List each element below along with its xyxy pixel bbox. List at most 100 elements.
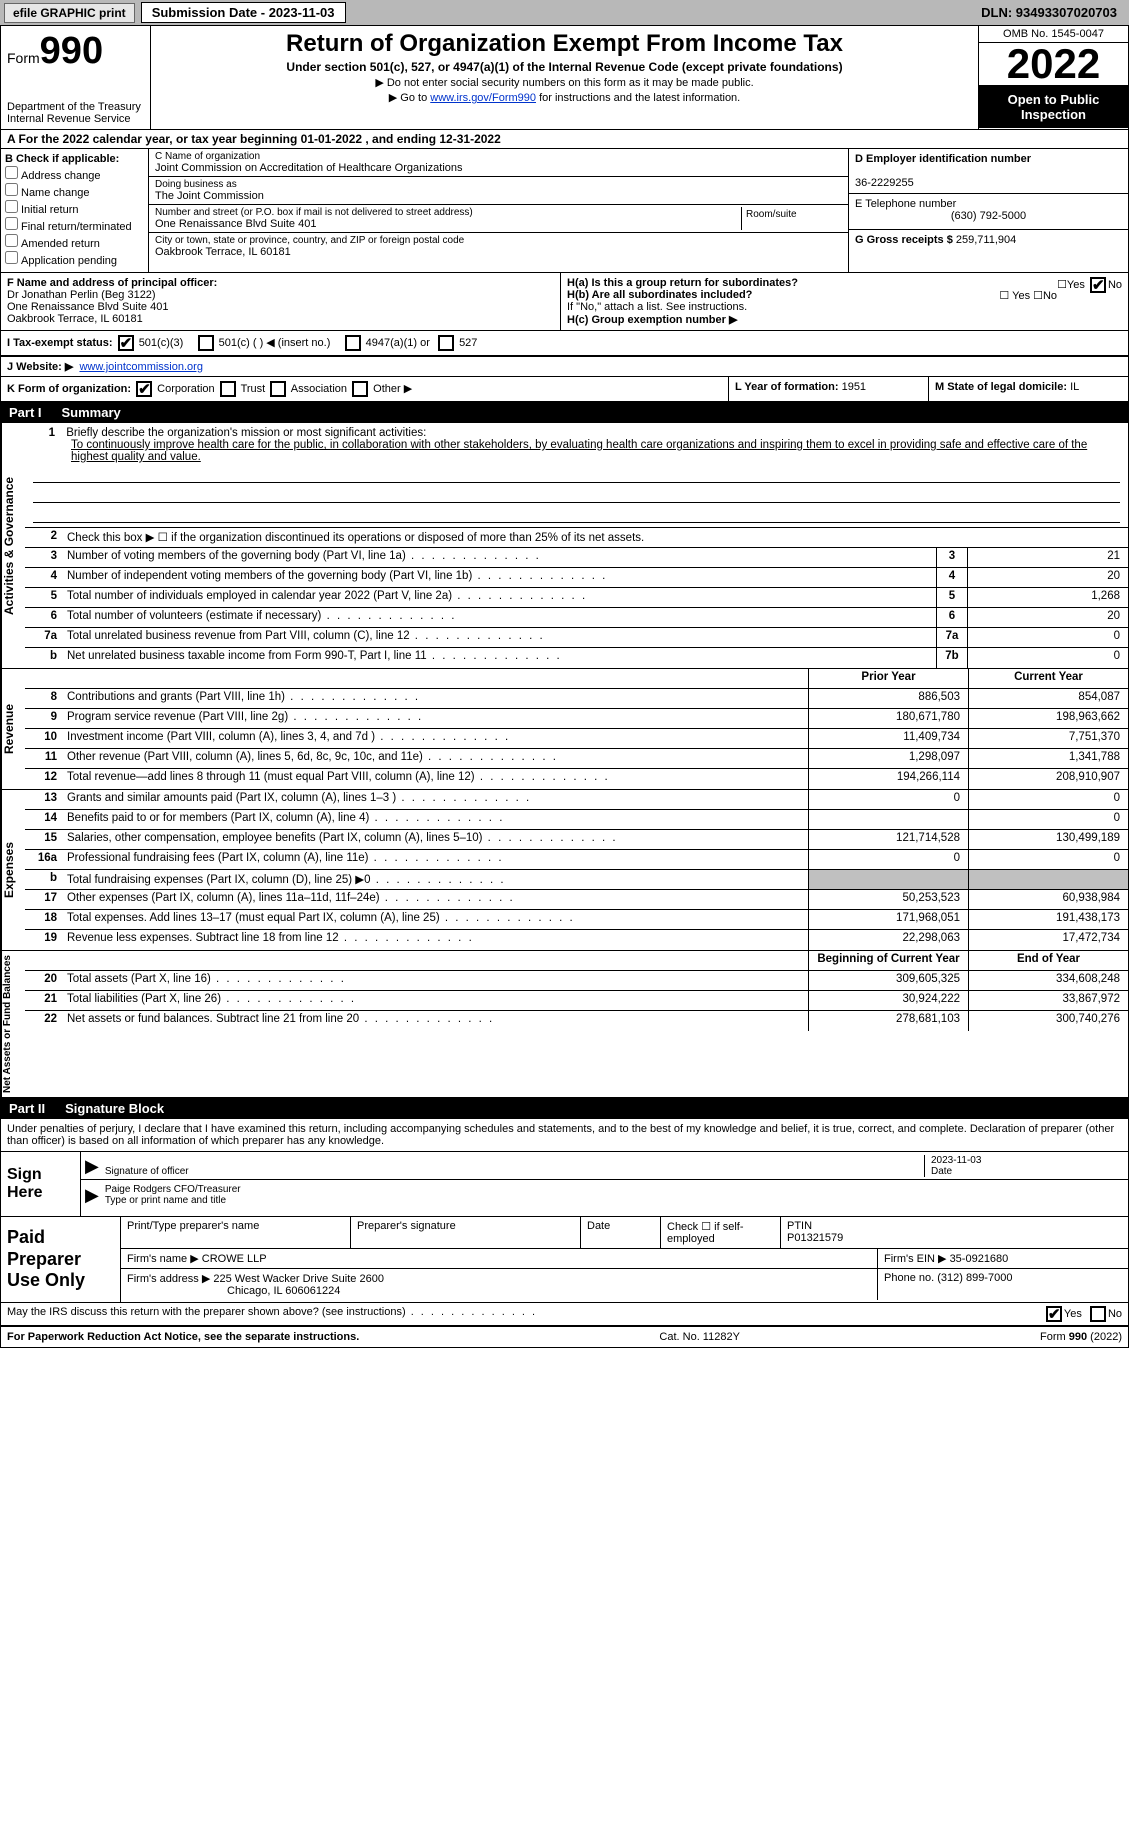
irs-link[interactable]: www.irs.gov/Form990 (430, 92, 536, 104)
4947-checkbox[interactable] (345, 335, 361, 351)
expenses-section: Expenses 13 Grants and similar amounts p… (1, 790, 1128, 951)
section-m: M State of legal domicile: IL (928, 377, 1128, 401)
header-left: Form990 Department of the Treasury Inter… (1, 26, 151, 129)
form-footer: For Paperwork Reduction Act Notice, see … (1, 1327, 1128, 1347)
section-i-j: I Tax-exempt status: 501(c)(3) 501(c) ( … (1, 331, 1128, 357)
ptin: P01321579 (787, 1232, 843, 1244)
rev-row-11: 11 Other revenue (Part VIII, column (A),… (25, 749, 1128, 769)
501c-checkbox[interactable] (198, 335, 214, 351)
na-row-22: 22 Net assets or fund balances. Subtract… (25, 1011, 1128, 1031)
signature-declaration: Under penalties of perjury, I declare th… (1, 1119, 1128, 1152)
efile-print-button[interactable]: efile GRAPHIC print (4, 3, 135, 23)
discuss-no-checkbox[interactable] (1090, 1306, 1106, 1322)
gov-row-6: 6 Total number of volunteers (estimate i… (25, 608, 1128, 628)
exp-row-17: 17 Other expenses (Part IX, column (A), … (25, 890, 1128, 910)
chk-initial-return[interactable]: Initial return (5, 200, 144, 216)
dln: DLN: 93493307020703 (981, 5, 1125, 20)
sidebar-revenue: Revenue (1, 669, 25, 789)
submission-date: Submission Date - 2023-11-03 (141, 2, 346, 23)
gross-receipts: 259,711,904 (956, 234, 1016, 246)
phone-box: E Telephone number (630) 792-5000 (849, 194, 1128, 230)
paid-preparer-label: Paid Preparer Use Only (1, 1217, 121, 1302)
ssn-note: ▶ Do not enter social security numbers o… (157, 76, 972, 89)
instructions-note: ▶ Go to www.irs.gov/Form990 for instruct… (157, 91, 972, 104)
sig-date: 2023-11-03 (931, 1155, 1124, 1166)
h-a: H(a) Is this a group return for subordin… (567, 277, 1122, 289)
topbar: efile GRAPHIC print Submission Date - 20… (0, 0, 1129, 25)
phone-value: (630) 792-5000 (855, 210, 1122, 222)
sidebar-expenses: Expenses (1, 790, 25, 950)
sect-b-label: B Check if applicable: (5, 153, 119, 165)
form-number: Form990 (7, 30, 144, 73)
section-b-c-d-e: B Check if applicable: Address change Na… (1, 149, 1128, 273)
na-header: Beginning of Current Year End of Year (25, 951, 1128, 971)
city-state-zip: Oakbrook Terrace, IL 60181 (155, 246, 842, 258)
street-box: Number and street (or P.O. box if mail i… (149, 205, 848, 233)
chk-application-pending[interactable]: Application pending (5, 251, 144, 267)
header-right: OMB No. 1545-0047 2022 Open to Public In… (978, 26, 1128, 129)
activities-governance-section: Activities & Governance 1 Briefly descri… (1, 423, 1128, 669)
room-suite: Room/suite (742, 207, 842, 230)
chk-address-change[interactable]: Address change (5, 166, 144, 182)
arrow-icon: ▶ (85, 1185, 99, 1206)
other-checkbox[interactable] (352, 381, 368, 397)
firm-name: CROWE LLP (202, 1253, 267, 1265)
mission-row: 1 Briefly describe the organization's mi… (25, 423, 1128, 528)
assoc-checkbox[interactable] (270, 381, 286, 397)
corp-checkbox[interactable] (136, 381, 152, 397)
trust-checkbox[interactable] (220, 381, 236, 397)
firm-name-row: Firm's name ▶ CROWE LLP Firm's EIN ▶ 35-… (121, 1249, 1128, 1269)
rev-row-12: 12 Total revenue—add lines 8 through 11 … (25, 769, 1128, 789)
sidebar-activities: Activities & Governance (1, 423, 25, 668)
prep-header-row: Print/Type preparer's name Preparer's si… (121, 1217, 1128, 1249)
part-2-header: Part II Signature Block (1, 1098, 1128, 1119)
chk-name-change[interactable]: Name change (5, 183, 144, 199)
tax-year: 2022 (979, 43, 1128, 86)
pra-notice: For Paperwork Reduction Act Notice, see … (7, 1331, 359, 1343)
firm-addr1: 225 West Wacker Drive Suite 2600 (213, 1273, 384, 1285)
website-link[interactable]: www.jointcommission.org (79, 361, 202, 373)
officer-name: Dr Jonathan Perlin (Beg 3122) (7, 289, 156, 301)
sign-here-block: Sign Here ▶ Signature of officer 2023-11… (1, 1152, 1128, 1217)
chk-final-return[interactable]: Final return/terminated (5, 217, 144, 233)
section-b: B Check if applicable: Address change Na… (1, 149, 149, 272)
irs-label: Internal Revenue Service (7, 113, 144, 125)
line-2: 2 Check this box ▶ ☐ if the organization… (25, 528, 1128, 548)
sidebar-net-assets: Net Assets or Fund Balances (1, 951, 25, 1097)
section-k-l-m: K Form of organization: Corporation Trus… (1, 377, 1128, 402)
exp-row-14: 14 Benefits paid to or for members (Part… (25, 810, 1128, 830)
form-ref: Form 990 (2022) (1040, 1331, 1122, 1343)
state-domicile: IL (1070, 381, 1079, 393)
exp-row-18: 18 Total expenses. Add lines 13–17 (must… (25, 910, 1128, 930)
na-row-20: 20 Total assets (Part X, line 16) 309,60… (25, 971, 1128, 991)
527-checkbox[interactable] (438, 335, 454, 351)
chk-amended-return[interactable]: Amended return (5, 234, 144, 250)
discuss-yes-checkbox[interactable] (1046, 1306, 1062, 1322)
gov-row-3: 3 Number of voting members of the govern… (25, 548, 1128, 568)
group-return-no-checkbox[interactable] (1090, 277, 1106, 293)
gross-receipts-box: G Gross receipts $ 259,711,904 (849, 230, 1128, 266)
year-formation: 1951 (842, 381, 866, 393)
na-row-21: 21 Total liabilities (Part X, line 26) 3… (25, 991, 1128, 1011)
exp-row-13: 13 Grants and similar amounts paid (Part… (25, 790, 1128, 810)
ein-box: D Employer identification number 36-2229… (849, 149, 1128, 194)
dba-name: The Joint Commission (155, 190, 842, 202)
exp-row-16a: 16a Professional fundraising fees (Part … (25, 850, 1128, 870)
501c3-checkbox[interactable] (118, 335, 134, 351)
officer-addr1: One Renaissance Blvd Suite 401 (7, 301, 168, 313)
rev-header: Prior Year Current Year (25, 669, 1128, 689)
exp-row-b: b Total fundraising expenses (Part IX, c… (25, 870, 1128, 890)
line-a-calendar-year: A For the 2022 calendar year, or tax yea… (1, 130, 1128, 149)
section-l: L Year of formation: 1951 (728, 377, 928, 401)
mission-text: To continuously improve health care for … (33, 439, 1120, 463)
firm-address-row: Firm's address ▶ 225 West Wacker Drive S… (121, 1269, 1128, 1300)
section-k: K Form of organization: Corporation Trus… (1, 377, 728, 401)
exp-row-19: 19 Revenue less expenses. Subtract line … (25, 930, 1128, 950)
org-name-box: C Name of organization Joint Commission … (149, 149, 848, 177)
firm-phone: (312) 899-7000 (937, 1272, 1012, 1284)
exp-row-15: 15 Salaries, other compensation, employe… (25, 830, 1128, 850)
section-f-h: F Name and address of principal officer:… (1, 273, 1128, 331)
firm-ein: 35-0921680 (950, 1253, 1009, 1265)
h-c: H(c) Group exemption number ▶ (567, 313, 1122, 326)
gov-row-7a: 7a Total unrelated business revenue from… (25, 628, 1128, 648)
